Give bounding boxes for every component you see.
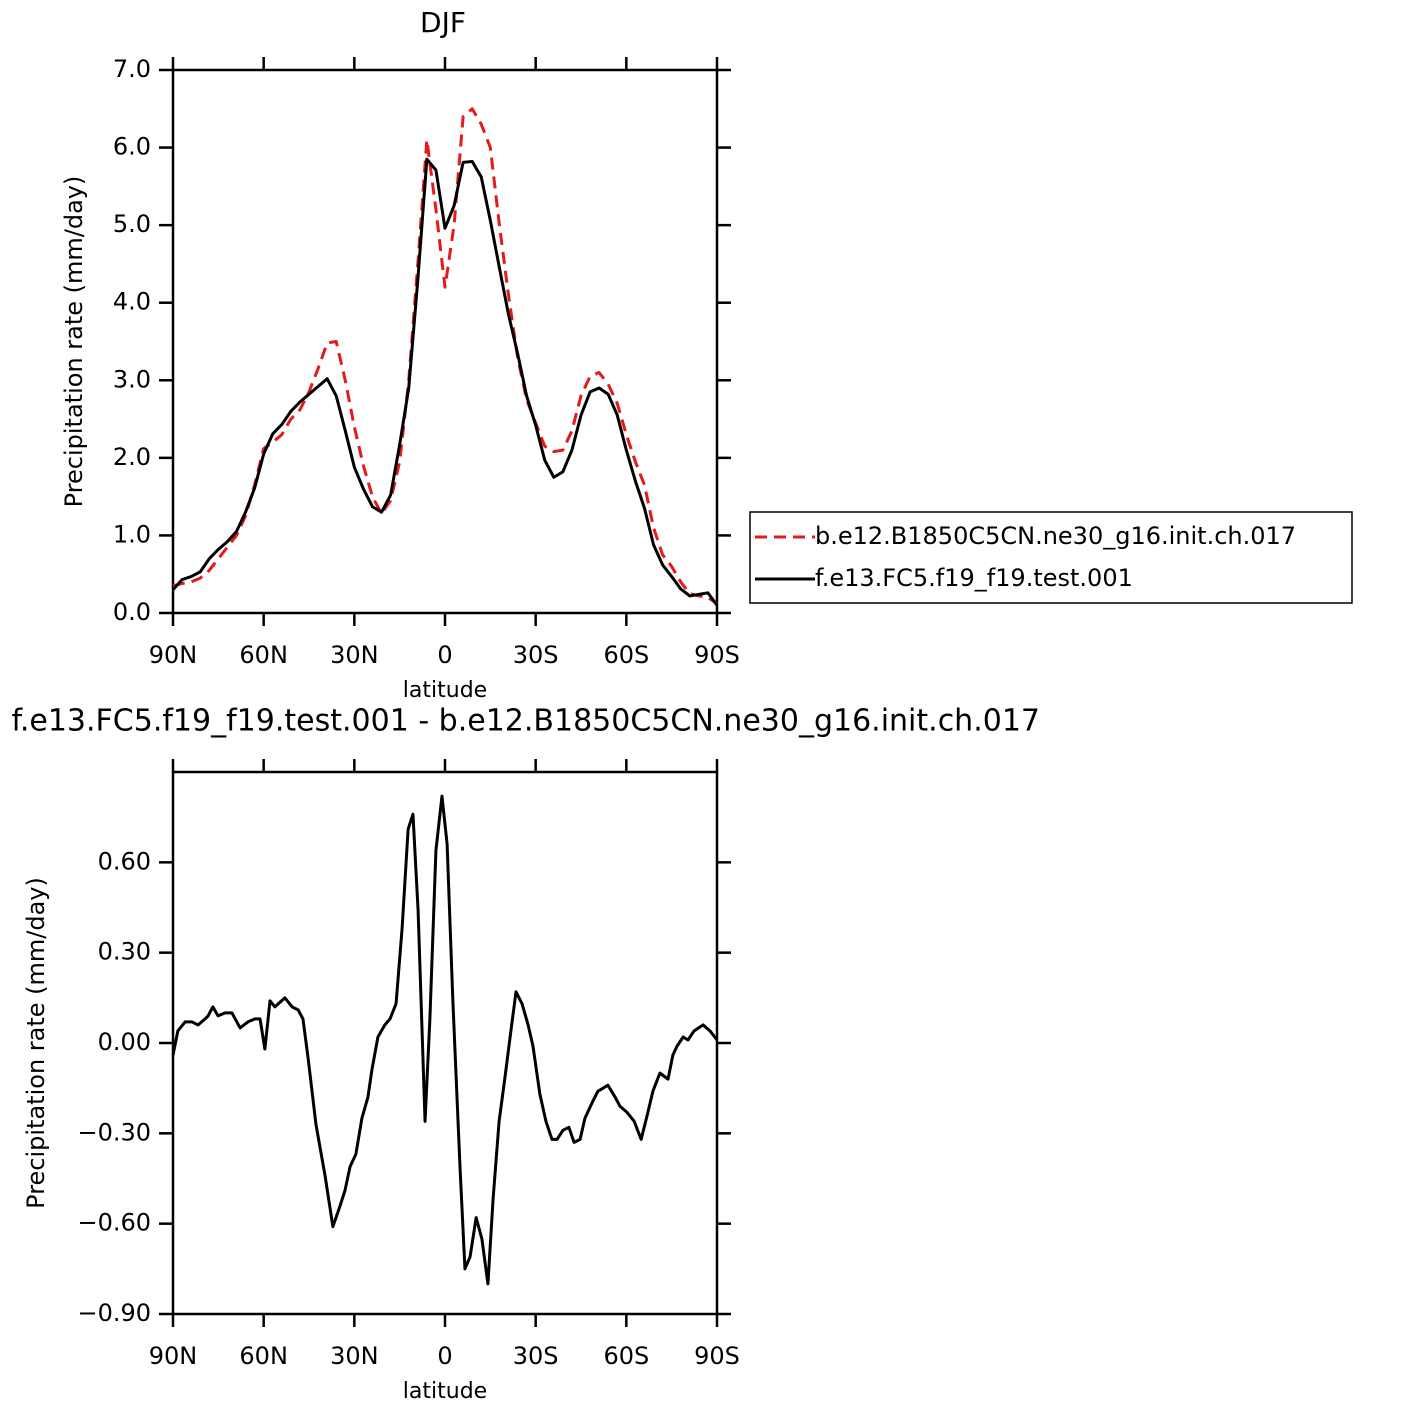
plot-frame bbox=[171, 68, 719, 615]
x-tick-label: 30N bbox=[330, 1342, 379, 1370]
y-tick-label: 4.0 bbox=[113, 288, 151, 316]
x-tick-label: 60N bbox=[239, 641, 288, 669]
y-tick-label: 7.0 bbox=[113, 55, 151, 83]
chart-title: f.e13.FC5.f19_f19.test.001 - b.e12.B1850… bbox=[11, 704, 1040, 739]
y-tick-label: 0.00 bbox=[98, 1028, 151, 1056]
y-tick-label: −0.30 bbox=[77, 1118, 151, 1146]
y-tick-label: 3.0 bbox=[113, 365, 151, 393]
data-line bbox=[171, 157, 719, 607]
y-tick-label: 2.0 bbox=[113, 443, 151, 471]
x-tick-label: 90S bbox=[694, 1342, 740, 1370]
y-axis-label: Precipitation rate (mm/day) bbox=[22, 877, 50, 1209]
x-tick-label: 90N bbox=[149, 641, 198, 669]
legend-box bbox=[749, 511, 1353, 604]
legend-label: f.e13.FC5.f19_f19.test.001 bbox=[815, 564, 1133, 592]
x-tick-label: 30N bbox=[330, 641, 379, 669]
y-tick-label: −0.90 bbox=[77, 1299, 151, 1327]
y-tick-label: −0.60 bbox=[77, 1209, 151, 1237]
x-tick-label: 60N bbox=[239, 1342, 288, 1370]
data-line bbox=[171, 794, 719, 1286]
x-tick-label: 30S bbox=[513, 1342, 559, 1370]
x-tick-label: 90S bbox=[694, 641, 740, 669]
plot-frame bbox=[171, 770, 719, 1316]
legend-label: b.e12.B1850C5CN.ne30_g16.init.ch.017 bbox=[815, 522, 1296, 550]
x-tick-label: 60S bbox=[603, 641, 649, 669]
y-axis-label: Precipitation rate (mm/day) bbox=[60, 176, 88, 508]
y-tick-label: 0.60 bbox=[98, 847, 151, 875]
y-tick-label: 0.0 bbox=[113, 598, 151, 626]
data-line bbox=[172, 107, 718, 605]
x-tick-label: 0 bbox=[437, 1342, 452, 1370]
x-tick-label: 0 bbox=[437, 641, 452, 669]
x-axis-label: latitude bbox=[403, 1379, 487, 1404]
y-tick-label: 0.30 bbox=[98, 938, 151, 966]
y-tick-label: 5.0 bbox=[113, 210, 151, 238]
chart-title: DJF bbox=[420, 6, 466, 39]
y-tick-label: 6.0 bbox=[113, 133, 151, 161]
x-tick-label: 30S bbox=[513, 641, 559, 669]
x-tick-label: 90N bbox=[149, 1342, 198, 1370]
y-tick-label: 1.0 bbox=[113, 520, 151, 548]
x-tick-label: 60S bbox=[603, 1342, 649, 1370]
x-axis-label: latitude bbox=[403, 678, 487, 703]
